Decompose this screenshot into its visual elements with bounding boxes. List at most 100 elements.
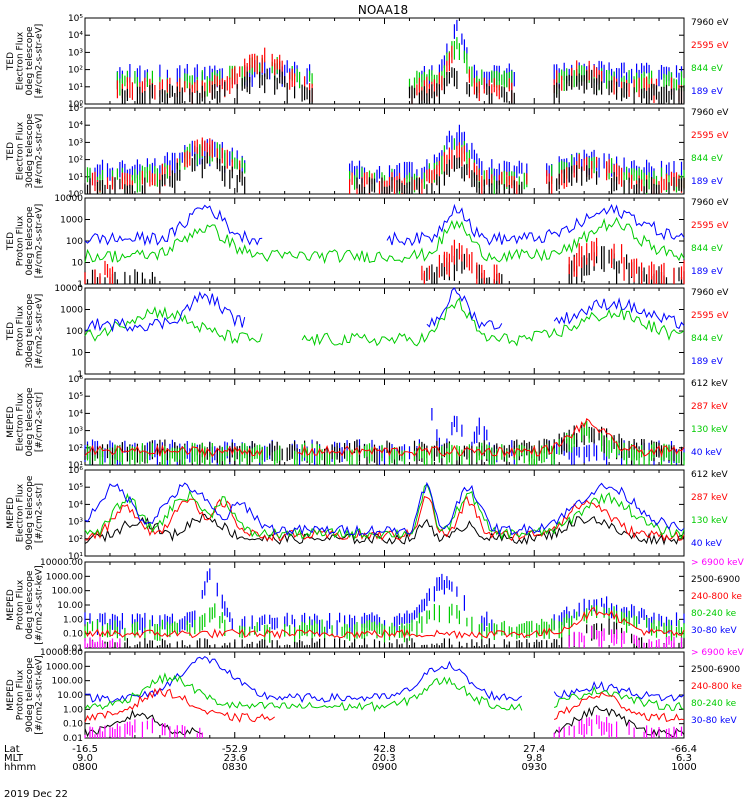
series-line — [84, 203, 685, 247]
y-axis-label-line: [#/cm2-s-str-eV] — [35, 204, 45, 279]
y-axis-label-line: 90deg telescope — [25, 657, 35, 732]
footer-value: 6.3 — [676, 753, 692, 764]
panel-5: 10¹ 10² 10³ 10⁴ 10⁵ 10⁶ MEPED Electron Flux 0deg… — [6, 375, 728, 471]
series-spikes — [84, 714, 683, 738]
footer-value: 0900 — [372, 762, 397, 773]
y-axis-label-line: 0deg telescope — [25, 387, 35, 457]
y-tick-label: 1000 — [60, 306, 83, 316]
panel-1: 10⁰ 10¹ 10² 10³ 10⁴ 10⁵ TED Electron Flux 0deg t… — [6, 14, 729, 110]
legend-entry: 189 eV — [691, 267, 724, 277]
y-tick-label: 0.01 — [63, 644, 83, 654]
y-axis-label-line: 90deg telescope — [25, 475, 35, 550]
panel-frame — [84, 651, 685, 739]
y-axis-label-line: 0deg telescope — [25, 570, 35, 640]
legend-entry: > 6900 keV — [691, 558, 745, 568]
legend-entry: 240-800 ke — [691, 592, 742, 602]
y-tick-label: 1 — [77, 370, 83, 380]
legend-entry: 30-80 keV — [691, 626, 737, 636]
series-line — [84, 655, 685, 703]
date-label: 2019 Dec 22 — [4, 789, 68, 800]
footer-value: 1000 — [671, 762, 696, 773]
series-line — [84, 606, 685, 640]
footer-value: 27.4 — [523, 744, 545, 755]
y-axis-label-line: MEPED — [6, 406, 16, 438]
series-3 — [84, 216, 685, 265]
y-axis-label-line: TED — [6, 52, 16, 71]
footer-value: 42.8 — [373, 744, 395, 755]
y-tick-label: 10⁴ — [68, 409, 83, 419]
y-tick-label: 100.00 — [52, 587, 84, 597]
footer-row-label: hhmm — [4, 762, 36, 773]
footer-row-label: Lat — [4, 744, 20, 755]
y-axis-label-line: Electron Flux — [16, 31, 26, 90]
series-2 — [84, 237, 685, 284]
y-tick-label: 10.00 — [57, 601, 83, 611]
y-tick-label: 10¹ — [68, 173, 83, 183]
footer-value: 23.6 — [224, 753, 246, 764]
y-tick-label: 10² — [68, 156, 83, 166]
y-tick-label: 10 — [72, 259, 84, 269]
y-tick-label: 10³ — [68, 138, 83, 148]
footer-value: -16.5 — [72, 744, 98, 755]
y-tick-label: 10⁴ — [68, 31, 83, 41]
series-spikes — [84, 237, 685, 284]
series-4 — [121, 67, 685, 104]
plot-title: NOAA18 — [358, 3, 408, 17]
series-3 — [84, 606, 685, 640]
y-tick-label: 10³ — [68, 427, 83, 437]
series-4 — [84, 481, 685, 537]
legend-entry: 612 keV — [691, 379, 728, 389]
series-1 — [84, 513, 685, 546]
legend-entry: 844 eV — [691, 64, 724, 74]
y-tick-label: 10¹ — [68, 552, 83, 562]
footer-value: 0800 — [72, 762, 97, 773]
legend-entry: 2595 eV — [691, 131, 729, 141]
y-axis-label-line: TED — [6, 142, 16, 161]
y-axis-label-line: [#/cm2-s-str-keV] — [35, 565, 45, 644]
legend-entry: 7960 eV — [691, 288, 729, 298]
series-5 — [84, 714, 683, 738]
y-tick-label: 10⁶ — [68, 466, 83, 476]
panel-7: 0.01 0.10 1.00 10.00 100.00 1000.00 10000.00 ME… — [6, 558, 745, 654]
legend-entry: > 6900 keV — [691, 648, 745, 658]
y-axis-label-line: TED — [6, 322, 16, 341]
y-axis-label-line: MEPED — [6, 589, 16, 621]
legend-entry: 189 eV — [691, 357, 724, 367]
y-tick-label: 10⁵ — [68, 483, 83, 493]
series-spikes — [121, 67, 685, 104]
y-tick-label: 10000.00 — [40, 648, 83, 658]
footer-value: 20.3 — [373, 753, 395, 764]
y-tick-label: 100 — [66, 327, 83, 337]
series-spikes — [89, 124, 683, 190]
legend-entry: 7960 eV — [691, 108, 729, 118]
footer-value: -52.9 — [222, 744, 248, 755]
panel-8: 0.01 0.10 1.00 10.00 100.00 1000.00 10000.00 ME… — [6, 648, 745, 744]
y-tick-label: 100 — [66, 237, 83, 247]
y-tick-label: 10³ — [68, 518, 83, 528]
panel-6: 10¹ 10² 10³ 10⁴ 10⁵ 10⁶ MEPED Electron Flux 90de… — [6, 466, 728, 562]
y-axis-label-line: [#/cm2-s-str-eV] — [35, 294, 45, 369]
panel-frame — [84, 469, 685, 557]
footer-value: 0830 — [222, 762, 247, 773]
y-tick-label: 10 — [72, 349, 84, 359]
series-line — [84, 687, 685, 723]
series-1 — [84, 655, 685, 703]
legend-entry: 844 eV — [691, 334, 724, 344]
y-tick-label: 10⁶ — [68, 375, 83, 385]
footer-value: 9.8 — [526, 753, 542, 764]
y-tick-label: 0.10 — [63, 630, 83, 640]
legend-entry: 7960 eV — [691, 18, 729, 28]
y-tick-label: 10⁰ — [68, 100, 83, 110]
y-axis-label-line: 0deg telescope — [25, 26, 35, 96]
panel-frame — [84, 287, 685, 375]
y-axis-label-line: [#/cm2-s-str-eV] — [35, 24, 45, 99]
y-tick-label: 10⁴ — [68, 121, 83, 131]
y-axis-label-line: Proton Flux — [16, 579, 26, 630]
legend-entry: 189 eV — [691, 177, 724, 187]
y-tick-label: 1.00 — [63, 705, 83, 715]
series-4 — [84, 203, 685, 247]
panel-4: 1 10 100 1000 10000 TED Proton Flux 30deg teles… — [6, 284, 729, 380]
